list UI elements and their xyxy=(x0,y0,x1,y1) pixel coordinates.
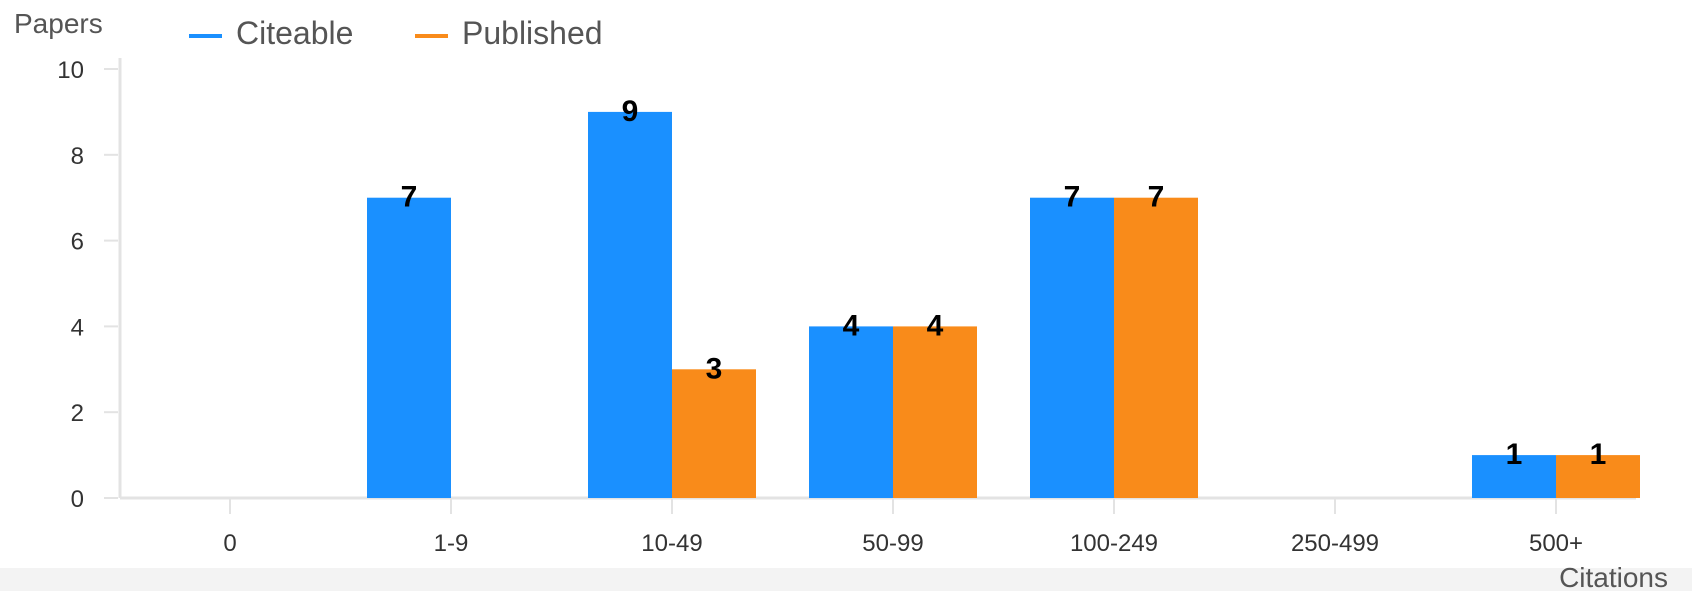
bar xyxy=(1472,455,1556,498)
bar xyxy=(588,111,672,499)
bar xyxy=(672,369,756,498)
data-label: 1 xyxy=(1506,438,1523,471)
y-tick-label: 0 xyxy=(71,486,84,513)
data-label: 7 xyxy=(1064,181,1081,214)
x-tick-label: 50-99 xyxy=(862,530,923,557)
y-axis-title: Papers xyxy=(14,8,103,39)
x-tick-label: 0 xyxy=(223,530,236,557)
bar xyxy=(1030,197,1114,498)
bars xyxy=(367,111,1640,499)
x-tick-label: 1-9 xyxy=(434,530,469,557)
legend-label: Citeable xyxy=(236,15,353,51)
y-tick-label: 4 xyxy=(71,314,84,341)
data-label: 1 xyxy=(1590,438,1607,471)
legend: Citeable Published xyxy=(189,15,603,51)
bar xyxy=(1114,197,1198,498)
bar xyxy=(893,326,977,498)
bar xyxy=(809,326,893,498)
x-tick-label: 250-499 xyxy=(1291,530,1379,557)
data-label: 9 xyxy=(622,95,639,128)
y-tick-label: 6 xyxy=(71,229,84,256)
bar xyxy=(1556,455,1640,498)
footer-strip xyxy=(0,568,1692,591)
legend-label: Published xyxy=(462,15,603,51)
x-axis-title: Citations xyxy=(1559,562,1668,591)
legend-swatch xyxy=(415,34,448,38)
data-label: 4 xyxy=(843,309,860,342)
x-tick-label: 100-249 xyxy=(1070,530,1158,557)
data-label: 7 xyxy=(1148,181,1165,214)
data-label: 4 xyxy=(927,309,944,342)
y-tick-label: 10 xyxy=(57,57,84,84)
data-label: 3 xyxy=(706,352,723,385)
data-label: 7 xyxy=(401,181,418,214)
legend-swatch xyxy=(189,34,222,38)
x-tick-label: 500+ xyxy=(1529,530,1583,557)
x-tick-label: 10-49 xyxy=(641,530,702,557)
data-labels: 7 9 3 4 4 7 7 1 1 xyxy=(401,95,1607,471)
y-tick-label: 8 xyxy=(71,143,84,170)
bar xyxy=(367,197,451,498)
y-tick-label: 2 xyxy=(71,400,84,427)
